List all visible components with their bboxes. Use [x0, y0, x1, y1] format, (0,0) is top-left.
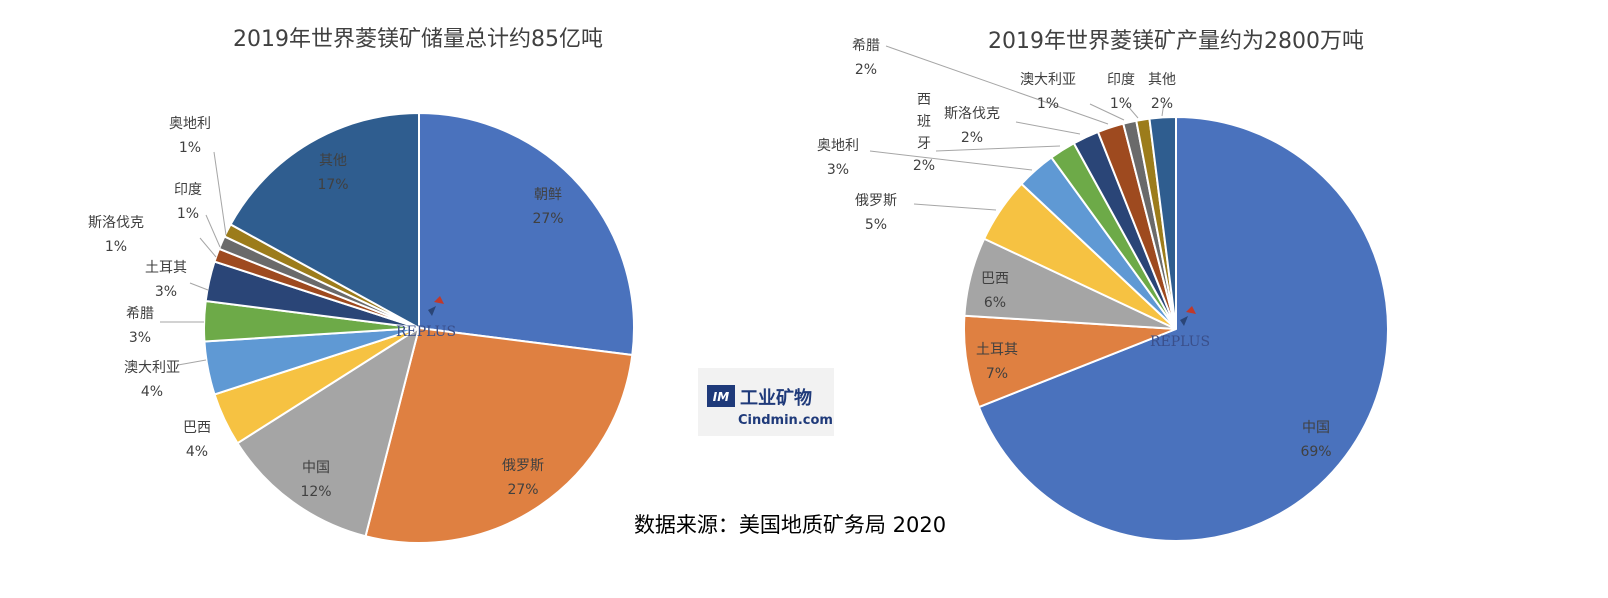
im-logo-icon: [707, 385, 735, 407]
right-leader-line-9: [1125, 103, 1139, 119]
right-leader-line-5: [935, 145, 1061, 152]
right-chart-title: 2019年世界菱镁矿产量约为2800万吨: [988, 29, 1364, 54]
left-leader-line-6: [189, 282, 209, 291]
left-slice-name-0: 朝鲜: [534, 187, 562, 203]
right-slice-name-10: 其他: [1148, 72, 1176, 88]
left-slice-name-6: 土耳其: [145, 260, 187, 276]
left-leader-line-4: [177, 359, 207, 366]
left-pie-slice-2: [236, 325, 421, 538]
left-slice-name-9: 奥地利: [169, 115, 211, 132]
left-slice-value-1: 27%: [507, 482, 538, 498]
left-leader-line-7: [199, 237, 217, 258]
right-slice-name-3: 俄罗斯: [855, 193, 897, 209]
right-slice-value-5: 2%: [913, 158, 935, 174]
right-pie-slice-0: [977, 115, 1389, 542]
right-slice-value-2: 6%: [984, 295, 1006, 311]
right-slice-value-4: 3%: [827, 162, 849, 178]
left-slice-value-8: 1%: [177, 206, 199, 222]
watermark-text-left: REPLUS: [396, 324, 456, 340]
right-slice-name-5-1: 班: [917, 114, 931, 130]
right-leader-line-4: [869, 150, 1033, 171]
left-pie-slice-10: [229, 111, 420, 330]
left-pie-slice-0: [418, 111, 635, 357]
right-slice-name-5-0: 西: [917, 92, 931, 108]
left-slice-name-4: 澳大利亚: [124, 360, 180, 376]
right-slice-name-6: 斯洛伐克: [944, 106, 1000, 122]
right-leader-line-8: [1089, 103, 1125, 121]
right-slice-name-8: 澳大利亚: [1020, 72, 1076, 88]
logo-cn-text: 工业矿物: [740, 387, 812, 409]
right-leader-line-7: [885, 45, 1109, 125]
left-leader-line-9: [213, 151, 227, 236]
left-slice-name-3: 巴西: [183, 420, 211, 436]
left-slice-value-10: 17%: [317, 177, 348, 193]
source-note: 数据来源：美国地质矿务局 2020: [634, 513, 946, 537]
right-slice-value-6: 2%: [961, 130, 983, 146]
cindmin-logo: IM 工业矿物 Cindmin.com: [698, 368, 834, 436]
left-slice-value-3: 4%: [186, 444, 208, 460]
left-slice-value-9: 1%: [179, 140, 201, 156]
left-slice-value-4: 4%: [141, 384, 163, 400]
left-slice-value-2: 12%: [300, 484, 331, 500]
right-slice-name-2: 巴西: [981, 271, 1009, 287]
right-leader-line-6: [1015, 121, 1081, 135]
right-slice-value-3: 5%: [865, 217, 887, 233]
left-slice-name-7: 斯洛伐克: [88, 215, 144, 231]
right-slice-value-7: 2%: [855, 62, 877, 78]
left-slice-value-6: 3%: [155, 284, 177, 300]
right-slice-value-1: 7%: [986, 366, 1008, 382]
left-pie: 朝鲜27%俄罗斯27%中国12%巴西4%澳大利亚4%希腊3%土耳其3%斯洛伐克1…: [88, 111, 635, 544]
logo-en-text: Cindmin.com: [738, 413, 833, 428]
left-slice-name-10: 其他: [319, 153, 347, 169]
right-slice-name-5-2: 牙: [917, 136, 931, 152]
logo-mark: IM: [713, 390, 729, 404]
right-slice-value-0: 69%: [1300, 444, 1331, 460]
right-slice-value-9: 1%: [1110, 96, 1132, 112]
right-leader-line-3: [913, 203, 997, 211]
right-slice-name-4: 奥地利: [817, 137, 859, 154]
left-pie-slice-1: [364, 326, 634, 544]
left-slice-value-7: 1%: [105, 239, 127, 255]
left-slice-name-8: 印度: [174, 182, 202, 198]
right-leader-line-10: [1161, 101, 1165, 117]
watermark-text-right: REPLUS: [1150, 334, 1210, 350]
left-slice-name-5: 希腊: [126, 306, 154, 322]
right-slice-name-1: 土耳其: [976, 342, 1018, 358]
replus-watermark-right: REPLUS: [1150, 306, 1210, 350]
right-slice-value-8: 1%: [1037, 96, 1059, 112]
right-pie: 中国 69% 土耳其 7% 巴西 6% 俄罗斯 5% 奥地利 3% 西班牙 2% 斯洛伐克 2% 希腊 2% 澳…: [817, 38, 1389, 542]
left-chart-title: 2019年世界菱镁矿储量总计约85亿吨: [233, 27, 603, 52]
left-slice-value-5: 3%: [129, 330, 151, 346]
right-slice-name-9: 印度: [1107, 72, 1135, 88]
right-slice-value-10: 2%: [1151, 96, 1173, 112]
left-slice-name-2: 中国: [302, 460, 330, 476]
left-slice-value-0: 27%: [532, 211, 563, 227]
replus-watermark-left: REPLUS: [396, 296, 456, 340]
right-slice-name-7: 希腊: [852, 38, 880, 54]
left-slice-name-1: 俄罗斯: [502, 458, 544, 474]
left-leader-line-8: [205, 214, 221, 248]
right-slice-name-0: 中国: [1302, 420, 1330, 436]
right-pie-slice-10: [1148, 115, 1177, 330]
